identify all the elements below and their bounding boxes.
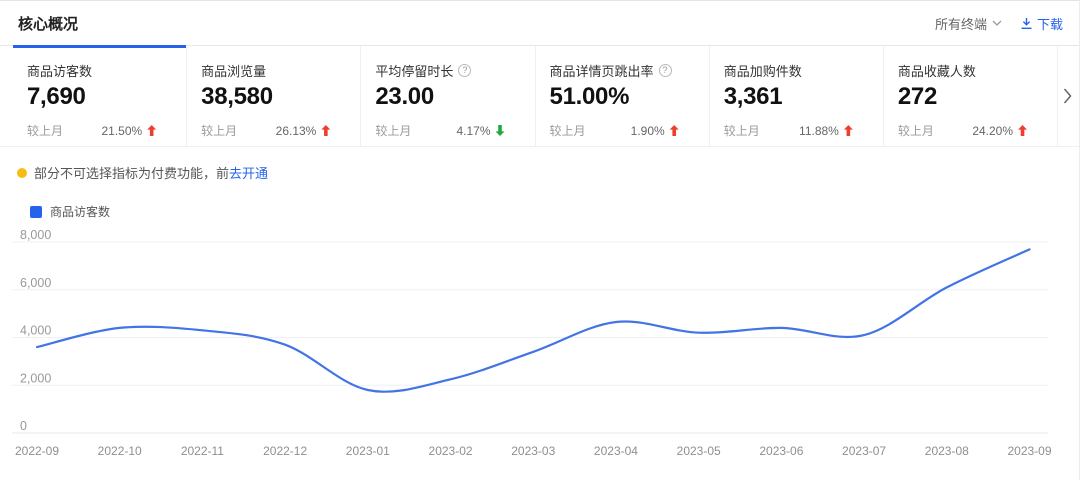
compare-value: 1.90% [631,124,679,138]
x-axis-tick: 2022-09 [15,444,59,458]
compare-period-label: 较上月 [723,124,760,138]
x-axis-tick: 2023-06 [759,444,803,458]
x-axis-tick: 2023-04 [594,444,638,458]
legend-swatch-icon [30,205,42,218]
terminal-filter-dropdown[interactable]: 所有终端 [935,14,1002,33]
metric-compare-row: 较上月 21.50% [27,122,157,139]
metric-value: 272 [897,83,938,110]
y-axis-tick: 0 [20,419,27,433]
metric-compare-row: 较上月 24.20% [897,122,1028,139]
trend-up-arrow-icon [669,125,679,136]
trend-up-arrow-icon [321,125,331,136]
page-title: 核心概况 [18,15,79,33]
x-axis-tick: 2022-11 [181,444,224,458]
metric-card-6[interactable]: 商品收藏人数 272 较上月 24.20% [883,46,1059,146]
legend-label: 商品访客数 [50,205,111,219]
activate-link[interactable]: 去开通 [229,166,269,181]
metric-compare-row: 较上月 1.90% [550,122,679,139]
download-button[interactable]: 下载 [1020,14,1063,33]
y-axis-tick: 6,000 [20,276,51,290]
compare-value: 24.20% [972,123,1028,138]
metric-compare-row: 较上月 26.13% [201,122,331,139]
paid-feature-notice: 部分不可选择指标为付费功能，前去开通 [17,163,1079,182]
metric-compare-row: 较上月 11.88% [724,122,853,139]
metric-card-3[interactable]: 平均停留时长 23.00 较上月 4.17% [361,46,536,146]
metric-label: 商品加购件数 [723,64,802,79]
metric-label: 商品浏览量 [201,64,267,79]
metric-value: 7,690 [27,83,86,110]
metric-label: 商品详情页跳出率 [549,64,654,79]
metric-value: 3,361 [723,83,783,110]
compare-percent: 24.20% [972,123,1014,138]
compare-value: 26.13% [276,124,331,138]
help-icon[interactable] [658,64,672,77]
compare-percent: 21.50% [101,123,143,138]
chevron-down-icon [992,20,1002,26]
y-axis-tick: 4,000 [20,324,51,338]
download-icon [1021,17,1032,29]
trend-up-arrow-icon [843,125,853,136]
header-controls: 所有终端 下载 [935,14,1063,33]
compare-value: 11.88% [799,124,853,138]
trend-up-arrow-icon [147,125,157,136]
metric-value: 51.00% [549,83,630,110]
x-axis-tick: 2023-05 [677,444,721,458]
compare-value: 21.50% [101,123,157,138]
x-axis-tick: 2022-10 [98,444,142,458]
compare-value: 4.17% [456,123,505,138]
trend-line-series [35,248,1031,393]
terminal-filter-label: 所有终端 [934,16,987,32]
help-icon[interactable] [458,64,472,77]
metric-value: 23.00 [375,83,434,110]
compare-period-label: 较上月 [549,124,586,138]
x-axis-tick: 2023-01 [346,444,390,458]
compare-percent: 1.90% [630,123,665,138]
page-header: 核心概况 所有终端 下载 [0,1,1079,45]
compare-percent: 4.17% [456,123,491,138]
y-axis-tick: 8,000 [20,228,51,242]
chart-legend-item[interactable]: 商品访客数 [30,203,1079,220]
compare-period-label: 较上月 [897,124,934,138]
compare-percent: 26.13% [275,123,317,138]
compare-period-label: 较上月 [201,124,238,138]
download-label: 下载 [1036,16,1063,32]
metric-card-5[interactable]: 商品加购件数 3,361 较上月 11.88% [709,46,884,146]
y-axis-tick: 2,000 [20,371,51,385]
x-axis-tick: 2022-12 [263,444,307,458]
metric-card-header: 商品收藏人数 [898,61,1027,80]
metric-card-header: 商品访客数 [27,61,156,80]
x-axis-tick: 2023-07 [842,444,886,458]
compare-period-label: 较上月 [27,124,64,138]
metric-value: 38,580 [201,83,273,110]
metric-compare-row: 较上月 4.17% [375,122,505,139]
notice-text: 部分不可选择指标为付费功能，前去开通 [34,163,268,182]
compare-percent: 11.88% [799,123,839,138]
metric-card-2[interactable]: 商品浏览量 38,580 较上月 26.13% [187,46,362,146]
cards-next-button[interactable] [1057,46,1077,146]
chevron-right-icon [1063,88,1071,104]
visitor-trend-chart[interactable]: 0 2,000 4,000 6,000 8,000 2022-09 2022-10 2022-… [0,221,1080,461]
metric-card-4[interactable]: 商品详情页跳出率 51.00% 较上月 1.90% [535,46,710,146]
notice-text-main: 部分不可选择指标为付费功能，前 [34,166,230,181]
metric-card-header: 商品浏览量 [201,61,330,80]
metric-cards-row: 商品访客数 7,690 较上月 21.50% 商品浏览量 38,580 较上月 … [13,45,1059,146]
metric-card-header: 商品加购件数 [724,61,853,80]
trend-down-arrow-icon [495,125,505,136]
x-axis-tick: 2023-03 [511,444,555,458]
metric-label: 商品收藏人数 [897,64,976,79]
compare-period-label: 较上月 [375,124,412,138]
x-axis-tick: 2023-08 [925,444,969,458]
metric-card-1[interactable]: 商品访客数 7,690 较上月 21.50% [13,45,188,146]
x-axis-tick: 2023-09 [1007,444,1051,458]
metric-card-header: 平均停留时长 [375,61,504,80]
x-axis-tick: 2023-02 [429,444,473,458]
metric-cards-section: 商品访客数 7,690 较上月 21.50% 商品浏览量 38,580 较上月 … [0,45,1079,147]
metric-label: 平均停留时长 [375,64,454,79]
notice-dot-icon [17,167,27,178]
metric-label: 商品访客数 [27,64,93,79]
trend-up-arrow-icon [1018,125,1028,136]
metric-card-header: 商品详情页跳出率 [550,61,679,80]
